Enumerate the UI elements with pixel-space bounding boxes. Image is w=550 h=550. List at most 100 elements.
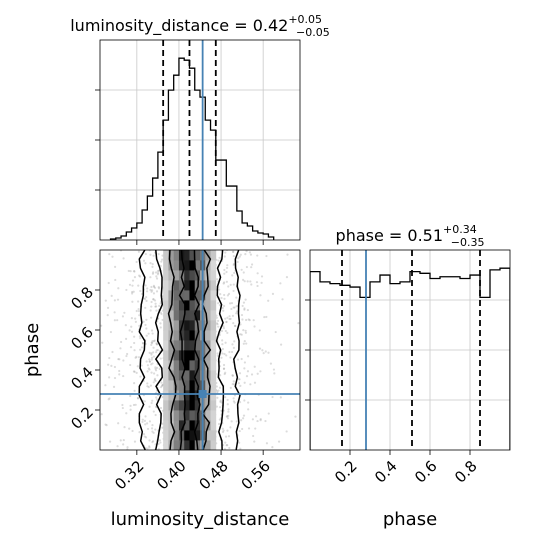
- sample-point: [232, 289, 235, 293]
- sample-point: [133, 440, 137, 443]
- sample-point: [217, 302, 220, 305]
- sample-point: [245, 265, 248, 269]
- sample-point: [232, 306, 235, 309]
- density-cell: [163, 260, 169, 271]
- sample-point: [227, 414, 230, 417]
- sample-point: [146, 364, 149, 367]
- sample-point: [149, 288, 152, 292]
- sample-point: [137, 300, 140, 303]
- sample-point: [154, 428, 157, 431]
- sample-point: [129, 270, 132, 273]
- sample-point: [155, 349, 158, 352]
- sample-point: [256, 254, 259, 257]
- sample-point: [240, 357, 243, 361]
- density-cell: [163, 380, 169, 391]
- sample-point: [116, 445, 119, 448]
- sample-point: [243, 381, 246, 384]
- sample-point: [123, 426, 126, 429]
- sample-point: [222, 429, 225, 432]
- density-cell: [168, 380, 175, 391]
- sample-point: [155, 396, 158, 399]
- density-cell: [178, 400, 185, 411]
- sample-point: [228, 446, 231, 450]
- density-cell: [173, 370, 180, 381]
- sample-point: [119, 340, 123, 344]
- density-cell: [205, 300, 211, 311]
- density-cell: [163, 350, 169, 361]
- sample-point: [106, 313, 109, 317]
- luminosity-distance-title-minus: −0.05: [296, 26, 330, 39]
- sample-point: [108, 253, 111, 256]
- density-cell: [184, 350, 190, 361]
- sample-point: [122, 374, 125, 378]
- sample-point: [215, 322, 219, 325]
- sample-point: [247, 408, 250, 411]
- sample-point: [216, 390, 219, 393]
- sample-point: [144, 306, 147, 309]
- phase-histogram-xtick-label-3: 0.8: [451, 457, 481, 487]
- sample-point: [224, 341, 227, 344]
- sample-point: [221, 352, 224, 355]
- sample-point: [256, 372, 259, 375]
- sample-point: [229, 386, 232, 389]
- sample-point: [135, 309, 138, 313]
- density-cell: [168, 250, 175, 261]
- sample-point: [153, 285, 156, 288]
- sample-point: [151, 340, 154, 343]
- density-cell: [168, 280, 175, 291]
- sample-point: [247, 318, 250, 321]
- density-2d-ytick-label-1: 0.4: [67, 363, 97, 393]
- sample-point: [242, 329, 245, 332]
- density-cell: [194, 370, 201, 381]
- density-cell: [210, 440, 217, 450]
- sample-point: [144, 423, 147, 426]
- sample-point: [151, 289, 154, 292]
- sample-point: [157, 271, 160, 274]
- sample-point: [127, 269, 130, 273]
- sample-point: [231, 314, 235, 317]
- sample-point: [148, 446, 151, 449]
- sample-point: [141, 420, 144, 424]
- sample-point: [151, 430, 154, 433]
- sample-point: [149, 309, 152, 312]
- sample-point: [219, 399, 222, 402]
- sample-point: [151, 341, 154, 344]
- sample-point: [159, 357, 162, 360]
- density-2d-ticks: [95, 289, 264, 455]
- sample-point: [129, 363, 132, 367]
- density-cell: [178, 360, 185, 371]
- density-2d-panel: 0.32 0.40 0.48 0.56 0.2 0.4 0.6 0.8 luminosity…: [22, 249, 301, 530]
- density-cell: [173, 420, 180, 431]
- density-cell: [205, 310, 211, 321]
- density-cell: [210, 410, 217, 421]
- sample-point: [217, 389, 220, 392]
- density-cell: [163, 430, 169, 441]
- phase-title: phase = 0.51+0.34 −0.35: [336, 223, 485, 249]
- density-cell: [184, 400, 190, 411]
- sample-point: [263, 315, 266, 319]
- sample-point: [160, 381, 163, 384]
- sample-point: [232, 322, 235, 325]
- sample-point: [241, 318, 244, 321]
- density-cell: [168, 350, 175, 361]
- sample-point: [108, 356, 111, 360]
- sample-point: [157, 448, 160, 450]
- sample-point: [147, 332, 150, 335]
- sample-point: [131, 292, 134, 295]
- sample-point: [150, 305, 153, 308]
- sample-point: [130, 330, 134, 333]
- sample-point: [265, 254, 268, 258]
- sample-point: [226, 415, 229, 418]
- sample-point: [98, 436, 100, 438]
- sample-point: [133, 370, 136, 373]
- density-2d-ytick-labels: 0.2 0.4 0.6 0.8: [67, 283, 97, 433]
- sample-point: [241, 427, 244, 431]
- sample-point: [125, 354, 128, 358]
- luminosity-distance-title-value: 0.42: [253, 16, 289, 35]
- sample-point: [133, 270, 136, 273]
- sample-point: [108, 376, 111, 379]
- density-contours: [138, 250, 241, 450]
- sample-point: [147, 367, 150, 370]
- sample-point: [259, 419, 262, 422]
- sample-point: [242, 342, 245, 345]
